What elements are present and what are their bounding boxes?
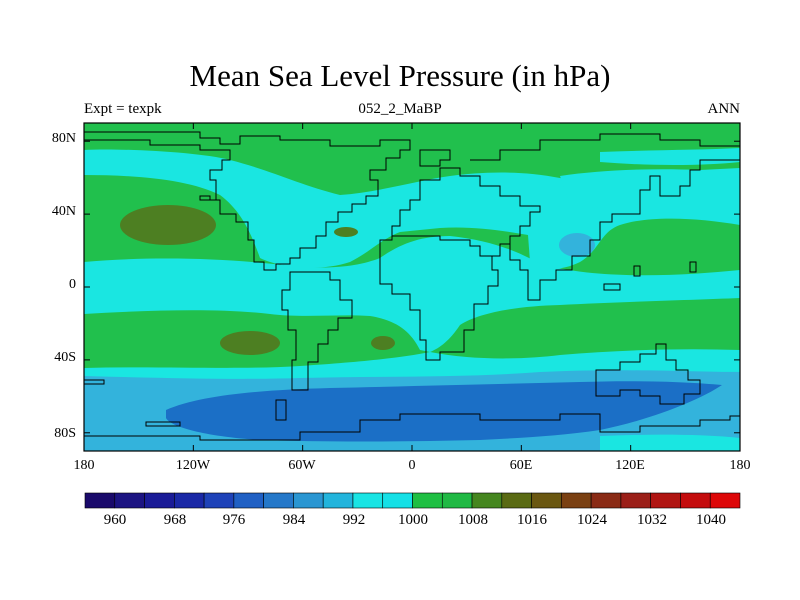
coastlines [83, 131, 740, 441]
colorbar-box [352, 492, 384, 509]
colorbar-box [650, 492, 681, 509]
colorbar-box [709, 492, 741, 509]
colorbar-box [412, 492, 443, 509]
colorbar-box [382, 492, 413, 509]
colorbar-box [84, 492, 116, 509]
field-992-1000-equator [84, 236, 740, 352]
colorbar-box [620, 492, 651, 509]
lat-tick-label: 80N [51, 131, 76, 146]
coastline-australia [595, 343, 701, 405]
field-976-984 [166, 381, 722, 442]
colorbar-label: 1000 [398, 512, 428, 528]
coastline-south-america [281, 271, 353, 391]
colorbar-label: 1040 [696, 512, 726, 528]
lon-tick-label: 120E [615, 458, 645, 473]
colorbar-box [114, 492, 145, 509]
run-label: 052_2_MaBP [358, 101, 442, 117]
field-1016-1024-pacific-north [120, 205, 216, 245]
season-label: ANN [707, 101, 741, 117]
field-992-1000-antarctic [600, 434, 740, 451]
colorbar-label: 960 [103, 512, 127, 528]
lat-tick-label: 40N [51, 204, 76, 219]
colorbar-label: 992 [342, 512, 366, 528]
colorbar [84, 492, 741, 509]
colorbar-label: 1024 [577, 512, 607, 528]
colorbar-box [471, 492, 503, 509]
lon-tick-label: 120W [175, 458, 211, 473]
coastline-greenland [419, 149, 451, 167]
colorbar-label: 1032 [637, 512, 667, 528]
colorbar-box [441, 492, 473, 509]
colorbar-label: 968 [163, 512, 187, 528]
coastline-antarctica [83, 379, 740, 441]
lat-tick-label: 40S [54, 350, 76, 365]
coastline-north-america [83, 131, 411, 271]
colorbar-box [144, 492, 175, 509]
colorbar-box [233, 492, 264, 509]
coastline-indonesia [603, 261, 697, 291]
colorbar-box [531, 492, 562, 509]
lon-tick-label: 0 [408, 458, 416, 473]
field-1016-1024-atlantic-north [334, 227, 358, 237]
colorbar-box [322, 492, 354, 509]
pressure-field [84, 123, 740, 451]
colorbar-box [263, 492, 294, 509]
lon-tick-label: 180 [729, 458, 751, 473]
field-1016-1024-pacific-south [220, 331, 280, 355]
experiment-label: Expt = texpk [84, 101, 162, 117]
lon-tick-label: 60W [288, 458, 316, 473]
colorbar-box [501, 492, 532, 509]
colorbar-label: 1008 [458, 512, 488, 528]
colorbar-box [561, 492, 592, 509]
colorbar-box [590, 492, 622, 509]
colorbar-label: 1016 [517, 512, 547, 528]
lat-tick-label: 80S [54, 426, 76, 441]
lon-tick-label: 60E [509, 458, 533, 473]
coastline-europe [391, 167, 541, 257]
field-1016-1024-atlantic-south [371, 336, 395, 350]
colorbar-label: 984 [282, 512, 306, 528]
colorbar-box [293, 492, 324, 509]
lat-tick-label: 0 [69, 277, 76, 292]
lon-tick-label: 180 [73, 458, 95, 473]
plot-title: Mean Sea Level Pressure (in hPa) [189, 58, 611, 93]
colorbar-box [680, 492, 711, 509]
coastline-africa-eurasia [379, 235, 499, 361]
axis-ticks [83, 123, 741, 451]
colorbar-box [174, 492, 205, 509]
field-984-992-asia [559, 233, 595, 257]
coastline-asia [470, 133, 740, 301]
colorbar-box [203, 492, 235, 509]
field-992-1000-polar [600, 148, 740, 165]
colorbar-label: 976 [222, 512, 246, 528]
